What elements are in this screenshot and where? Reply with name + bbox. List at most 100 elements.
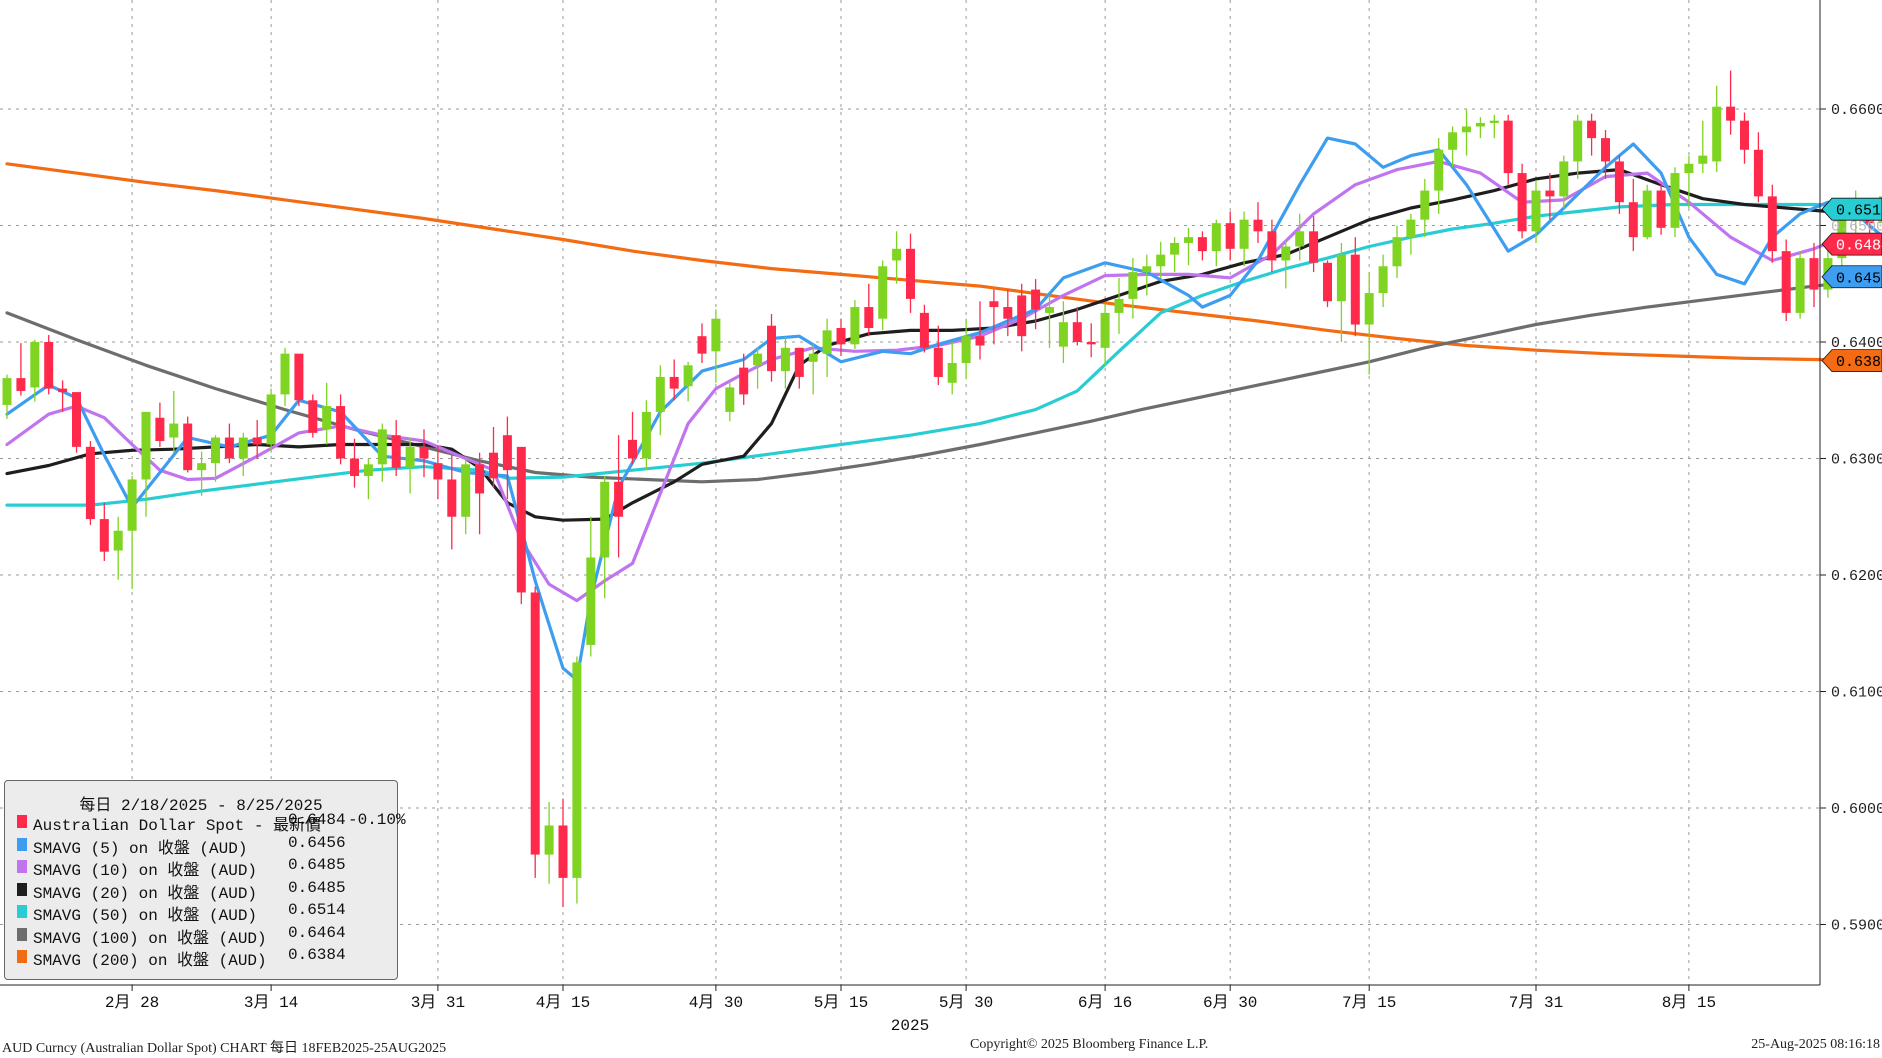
candle-body <box>753 353 763 366</box>
candle <box>1573 114 1583 179</box>
candle <box>1197 231 1207 261</box>
x-tick-label: 7月 15 <box>1342 994 1396 1012</box>
candle <box>336 394 346 465</box>
candle <box>558 798 568 908</box>
candle-body <box>1225 223 1235 249</box>
candle <box>1170 237 1180 273</box>
candle-body <box>808 353 818 362</box>
candle-body <box>864 307 874 329</box>
x-year-label: 2025 <box>891 1017 929 1035</box>
legend-value: 0.6384 <box>288 946 346 964</box>
candle-body <box>1364 293 1374 325</box>
candle <box>99 502 109 562</box>
price-tag: 0.6484 <box>1821 232 1882 256</box>
candle <box>502 416 512 500</box>
y-tick-label: 0.5900 <box>1831 918 1882 935</box>
candle-body <box>1309 231 1319 263</box>
candle <box>183 416 193 473</box>
candle <box>294 353 304 407</box>
ma-line <box>5 162 1882 363</box>
legend-label: SMAVG (50) on 收盤 (AUD) <box>33 907 258 925</box>
ma-line <box>5 159 1882 603</box>
candle-body <box>850 307 860 345</box>
candle <box>780 337 790 389</box>
candle-body <box>1350 254 1360 325</box>
candle-body <box>461 464 471 517</box>
candle-body <box>655 376 665 412</box>
candle-body <box>739 367 749 395</box>
candle-body <box>85 446 95 520</box>
candle-body <box>989 301 999 308</box>
candle-body <box>1184 237 1193 243</box>
candle <box>767 314 776 382</box>
candle <box>1628 178 1638 252</box>
chart-axes: 0.6600 0.6500 0.6400 0.6300 0.6200 0.6100 0.60… <box>0 0 1882 1035</box>
candle-body <box>1378 266 1388 294</box>
candle-body <box>1628 202 1638 238</box>
x-tick-label: 2月 28 <box>105 994 159 1012</box>
candle <box>586 516 596 657</box>
legend-value: 0.6484 <box>288 811 346 829</box>
candle <box>600 475 610 599</box>
price-tag-box <box>1821 349 1882 373</box>
candle <box>961 318 971 380</box>
candle-body <box>558 825 568 878</box>
candle <box>1142 254 1152 296</box>
candle <box>1003 289 1013 337</box>
candle <box>1211 219 1221 267</box>
candle-body <box>308 400 318 433</box>
candle-body <box>628 439 637 459</box>
candle <box>1017 283 1027 352</box>
legend-row: SMAVG (200) on 收盤 (AUD) 0.6384 <box>5 946 397 970</box>
candle-body <box>1267 231 1277 261</box>
candle <box>933 325 943 386</box>
candle <box>280 347 290 407</box>
candle-body <box>1058 322 1068 347</box>
candle-body <box>1156 254 1166 267</box>
candle-body <box>377 429 387 465</box>
x-tick-label: 6月 16 <box>1078 994 1132 1012</box>
candle-body <box>683 365 693 387</box>
candle-body <box>1545 190 1555 197</box>
candle <box>572 656 582 904</box>
candle-body <box>1197 237 1207 252</box>
candle-body <box>947 362 957 383</box>
legend-label: SMAVG (100) on 收盤 (AUD) <box>33 929 267 948</box>
candle <box>1323 260 1332 308</box>
candle-body <box>1295 231 1305 247</box>
candle-body <box>2 378 12 405</box>
candle-body <box>919 312 929 348</box>
candle-body <box>1809 258 1819 290</box>
candle-body <box>350 458 359 476</box>
candle <box>1156 241 1166 278</box>
candle-body <box>1114 298 1124 313</box>
legend-header: 每日 2/18/2025 - 8/25/2025 <box>79 797 323 815</box>
candle <box>391 420 401 476</box>
candle-body <box>669 376 679 389</box>
candle-body <box>933 347 943 377</box>
candle-body <box>1142 266 1152 273</box>
candle-body <box>1475 122 1485 127</box>
candle <box>405 437 415 494</box>
candle-body <box>794 347 804 377</box>
candle <box>1295 213 1305 261</box>
candle-body <box>1767 196 1777 252</box>
candle-body <box>294 353 304 401</box>
candle <box>1058 301 1068 363</box>
candle-body <box>197 463 207 471</box>
legend-value: 0.6464 <box>288 923 346 942</box>
candle-body <box>1684 163 1694 174</box>
candle <box>113 516 123 580</box>
candle <box>1378 254 1388 308</box>
y-tick-label: 0.6300 <box>1831 452 1882 469</box>
y-tick-label: 0.6000 <box>1831 801 1882 818</box>
candle <box>224 423 234 464</box>
candle-body <box>30 342 40 388</box>
candle <box>1448 126 1458 168</box>
candle <box>614 435 624 558</box>
candle-body <box>1253 219 1263 232</box>
candle-body <box>1392 237 1402 267</box>
candle <box>975 301 985 360</box>
candle <box>322 382 332 445</box>
